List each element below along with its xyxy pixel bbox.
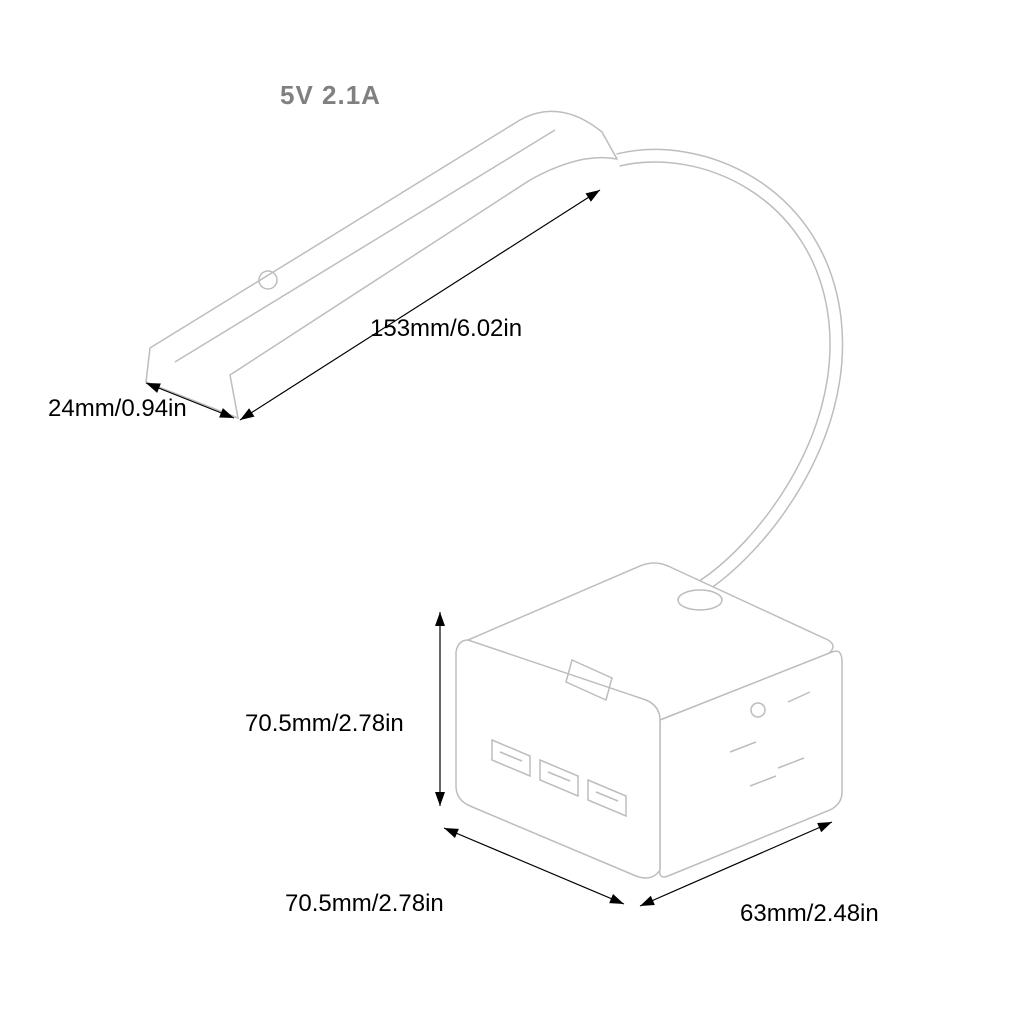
- dim-lamp_length-arrowhead-0: [240, 408, 254, 420]
- product-sketch-svg: [0, 0, 1010, 1010]
- dim-cube_depth-arrowhead-1: [609, 894, 624, 904]
- dim-cube_height-arrowhead-0: [435, 612, 445, 626]
- dim-cube_width-arrowhead-0: [640, 896, 655, 906]
- dim-cube_height-arrowhead-1: [435, 792, 445, 806]
- dim-label-cube-width: 63mm/2.48in: [740, 900, 879, 928]
- gooseneck-line-a: [618, 156, 836, 588]
- power-spec-label: 5V 2.1A: [280, 80, 381, 111]
- dim-lamp_length-arrowhead-1: [586, 190, 600, 202]
- gooseneck-outer: [618, 156, 836, 588]
- dim-label-cube-depth: 70.5mm/2.78in: [285, 890, 444, 918]
- dim-label-cube-height: 70.5mm/2.78in: [245, 710, 404, 738]
- dim-cube_width-arrowhead-1: [817, 822, 832, 832]
- lamp-head-outline: [146, 111, 617, 418]
- dim-label-lamp-length: 153mm/6.02in: [370, 315, 522, 343]
- dim-label-lamp-width: 24mm/0.94in: [48, 395, 187, 423]
- gooseneck-line-b: [618, 156, 836, 588]
- diagram-stage: 5V 2.1A 24mm/0.94in 153mm/6.02in 70.5mm/…: [0, 0, 1010, 1010]
- gooseneck-entry-collar: [678, 590, 722, 610]
- dim-lamp_width-arrowhead-0: [146, 383, 161, 393]
- dim-cube_depth-arrowhead-0: [444, 828, 459, 838]
